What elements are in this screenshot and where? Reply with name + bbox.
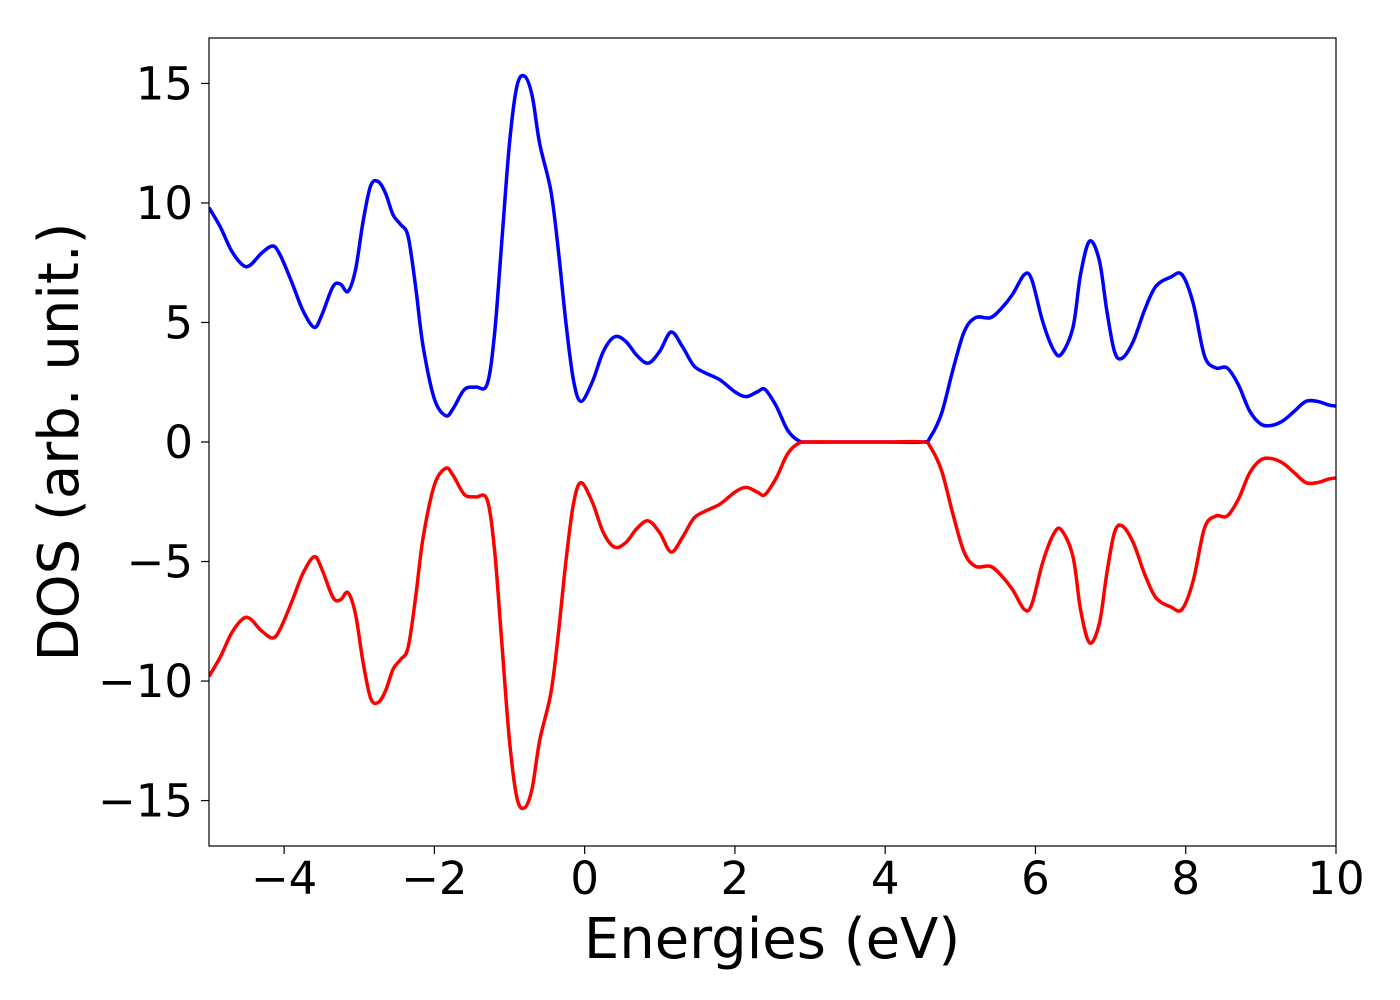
dos-series-line-1	[209, 439, 1336, 811]
y-tick-label: 0	[164, 416, 193, 469]
y-tick-label: −15	[98, 775, 193, 828]
y-tick-label: −10	[98, 655, 193, 708]
x-tick-label: 6	[1021, 852, 1050, 905]
x-axis-ticks: −4 −2 0 2 4 6 8 10	[251, 846, 1365, 905]
dos-series-line-0	[209, 73, 1336, 445]
y-axis-label: DOS (arb. unit.)	[27, 222, 92, 661]
series-layer	[209, 73, 1336, 811]
y-tick-label: 5	[164, 296, 193, 349]
plot-frame	[208, 37, 1337, 847]
x-tick-label: 2	[721, 852, 750, 905]
x-tick-label: 4	[871, 852, 900, 905]
x-tick-label: 0	[570, 852, 599, 905]
x-tick-label: 10	[1307, 852, 1364, 905]
y-tick-label: 15	[136, 57, 193, 110]
y-tick-label: 10	[136, 177, 193, 230]
x-tick-label: −4	[251, 852, 317, 905]
x-axis-label: Energies (eV)	[584, 907, 960, 972]
x-tick-label: 8	[1171, 852, 1200, 905]
y-tick-label: −5	[127, 536, 193, 589]
x-tick-label: −2	[401, 852, 467, 905]
y-axis-ticks: 15 10 5 0 −5 −10 −15	[98, 57, 209, 828]
